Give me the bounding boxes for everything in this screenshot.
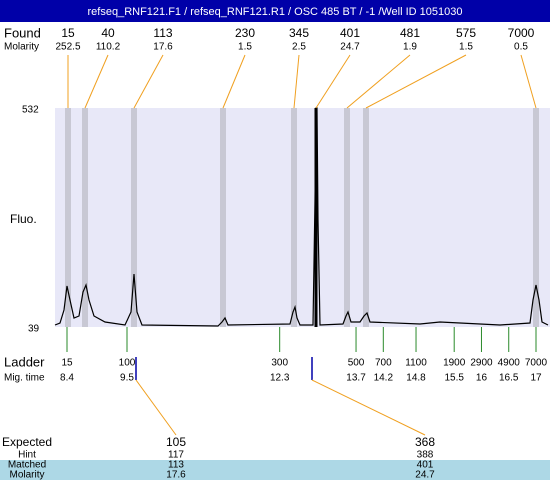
found-molarity: 24.7 <box>340 42 360 53</box>
ladder-label: Ladder <box>4 354 45 369</box>
found-molarity: 1.9 <box>403 42 417 53</box>
found-size: 481 <box>400 26 420 40</box>
expected-molarity: 24.7 <box>415 470 435 480</box>
found-size: 15 <box>61 26 75 40</box>
y-axis-label: Fluo. <box>10 212 37 226</box>
found-molarity: 2.5 <box>292 42 306 53</box>
peak-band <box>344 108 350 327</box>
mig-time: 15.5 <box>444 373 464 384</box>
peak-connector <box>365 54 467 109</box>
peak-band <box>131 108 137 327</box>
ladder-size: 500 <box>348 358 365 369</box>
molarity-label: Molarity <box>4 42 39 53</box>
peak-connector <box>346 54 411 109</box>
found-size: 230 <box>235 26 255 40</box>
ladder-size: 7000 <box>525 358 548 369</box>
peak-band <box>533 108 539 327</box>
peak-band <box>291 108 297 327</box>
peak-connector <box>84 54 109 109</box>
ladder-size: 1900 <box>443 358 466 369</box>
found-label: Found <box>4 25 41 40</box>
mig-time: 8.4 <box>60 373 74 384</box>
matched-highlight <box>0 460 550 480</box>
found-molarity: 0.5 <box>514 42 528 53</box>
ladder-size: 2900 <box>470 358 493 369</box>
expected-matched: 401 <box>417 460 434 471</box>
ladder-size: 300 <box>271 358 288 369</box>
expected-row-label: Matched <box>8 460 46 471</box>
found-size: 575 <box>456 26 476 40</box>
plot-area <box>55 108 550 327</box>
found-size: 345 <box>289 26 309 40</box>
ladder-size: 1100 <box>405 358 427 369</box>
expected-hint: 388 <box>417 450 434 461</box>
mig-time: 12.3 <box>270 373 290 384</box>
found-size: 113 <box>153 26 172 40</box>
ladder-size: 100 <box>119 358 136 369</box>
found-molarity: 252.5 <box>55 42 80 53</box>
ladder-size: 4900 <box>498 358 521 369</box>
expected-row-label: Expected <box>2 435 52 449</box>
peak-connector <box>222 54 246 109</box>
peak-band <box>65 108 71 327</box>
found-size: 40 <box>101 26 115 40</box>
y-min-label: 39 <box>28 324 40 335</box>
peak-band <box>82 108 88 327</box>
mig-time: 16.5 <box>499 373 519 384</box>
peak-connector <box>315 54 351 109</box>
expected-matched: 113 <box>168 460 184 471</box>
peak-band <box>314 108 318 327</box>
header-bar <box>0 0 550 22</box>
expected-connector <box>311 379 426 436</box>
mig-time: 17 <box>530 373 542 384</box>
expected-row-label: Hint <box>18 450 36 461</box>
expected-molarity: 17.6 <box>166 470 186 480</box>
peak-band <box>220 108 226 327</box>
mig-time: 14.2 <box>374 373 394 384</box>
expected-connector <box>135 379 177 436</box>
expected-hint: 117 <box>168 450 184 461</box>
peak-connector <box>133 54 164 109</box>
mig-time: 16 <box>476 373 488 384</box>
mig-time-label: Mig. time <box>4 373 45 384</box>
found-molarity: 110.2 <box>96 42 121 53</box>
peak-band <box>363 108 369 327</box>
expected-row-label: Molarity <box>9 470 44 480</box>
y-max-label: 532 <box>22 105 39 116</box>
expected-expected: 368 <box>415 435 435 449</box>
expected-expected: 105 <box>166 435 186 449</box>
found-molarity: 17.6 <box>153 42 173 53</box>
mig-time: 14.8 <box>406 373 426 384</box>
found-molarity: 1.5 <box>238 42 252 53</box>
trace <box>54 107 549 327</box>
found-size: 401 <box>340 26 360 40</box>
mig-time: 13.7 <box>346 373 366 384</box>
ladder-size: 700 <box>375 358 392 369</box>
peak-connector <box>520 54 537 109</box>
mig-time: 9.5 <box>120 373 134 384</box>
ladder-size: 15 <box>61 358 73 369</box>
header-title: refseq_RNF121.F1 / refseq_RNF121.R1 / OS… <box>88 6 463 18</box>
found-molarity: 1.5 <box>459 42 473 53</box>
found-size: 7000 <box>508 26 535 40</box>
peak-connector <box>293 54 300 109</box>
